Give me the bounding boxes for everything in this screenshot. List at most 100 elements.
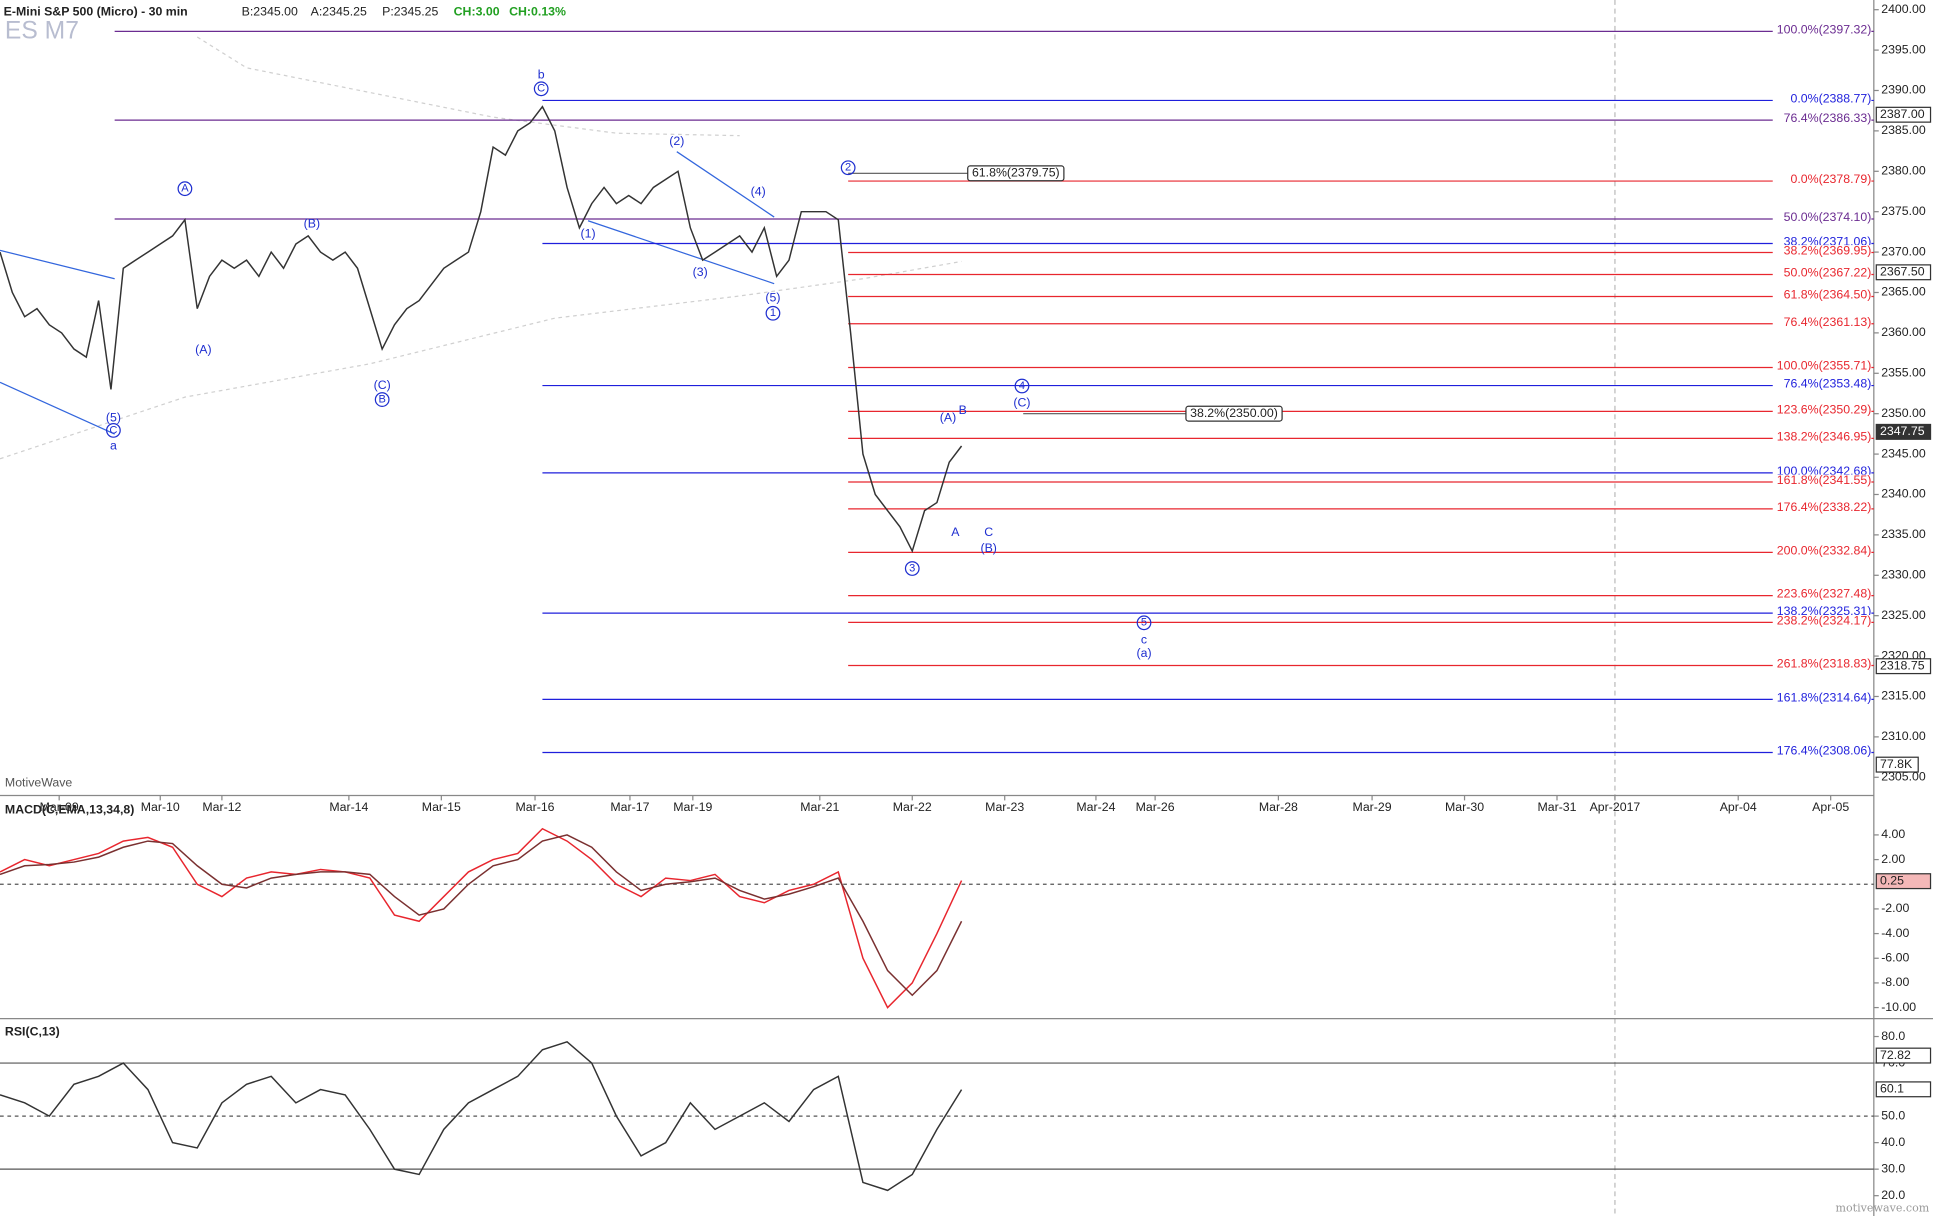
watermark: motivewave.com (1836, 1202, 1930, 1215)
y-tick-label: 2345.00 (1881, 446, 1926, 460)
ask: A:2345.25 (311, 5, 367, 19)
price-marker-label: 72.82 (1880, 1048, 1911, 1062)
y-tick-label: 2340.00 (1881, 487, 1926, 501)
fib-label-bg (1772, 245, 1872, 259)
y-tick-label: -2.00 (1881, 901, 1909, 915)
change: CH:3.00 (454, 5, 500, 19)
price-marker (1875, 264, 1932, 281)
fib-label: 161.8%(2341.55) (1777, 473, 1872, 487)
fib-label: 261.8%(2318.83) (1777, 657, 1872, 671)
price-marker-label: 2318.75 (1880, 658, 1925, 672)
moving-average (0, 260, 962, 460)
fib-label-bg (1772, 173, 1872, 188)
fib-label-bg (1772, 360, 1872, 374)
fib-label-bg (1772, 544, 1872, 559)
wave-label: B (378, 393, 385, 405)
wave-label: 5 (1141, 617, 1147, 629)
x-tick-label: Apr-2017 (1590, 800, 1641, 814)
wave-label: (C) (1013, 396, 1030, 410)
y-tick-label: 20.0 (1881, 1188, 1905, 1202)
wave-label: (B) (304, 217, 320, 231)
panel-title: RSI(C,13) (5, 1024, 60, 1038)
fib-label-bg (1772, 658, 1872, 672)
x-tick-label: Mar-10 (141, 800, 180, 814)
fib-label: 76.4%(2361.13) (1784, 315, 1872, 329)
fib-label: 138.2%(2346.95) (1777, 429, 1872, 443)
fib-label-bg (1772, 378, 1872, 392)
trend-line (0, 249, 115, 280)
y-tick-label: 2395.00 (1881, 42, 1926, 56)
y-tick-label: 2330.00 (1881, 568, 1926, 582)
price-marker (1875, 873, 1932, 890)
y-tick-label: 2.00 (1881, 852, 1905, 866)
wave-circle (1014, 378, 1030, 394)
fib-label-bg (1772, 588, 1872, 602)
wave-label: (A) (195, 342, 211, 356)
fib-label-bg (1772, 211, 1872, 226)
y-tick-label: 2400.00 (1881, 2, 1926, 16)
x-tick-label: Mar-24 (1076, 800, 1115, 814)
price-marker (1875, 1081, 1932, 1098)
wave-circle (106, 423, 121, 438)
x-tick-label: Mar-17 (610, 800, 649, 814)
fib-label-bg (1772, 745, 1872, 759)
x-tick-label: Mar-09 (40, 800, 79, 814)
wave-label: C (109, 424, 117, 436)
fib-label: 0.0%(2378.79) (1791, 172, 1872, 186)
trend-line (0, 381, 115, 435)
x-tick-label: Mar-28 (1259, 800, 1298, 814)
x-tick-label: Mar-31 (1537, 800, 1576, 814)
y-tick-label: 2380.00 (1881, 164, 1926, 178)
series-line (0, 105, 963, 554)
y-tick-label: -10.00 (1881, 1000, 1916, 1014)
last-price: P:2345.25 (382, 5, 438, 19)
y-tick-label: 2315.00 (1881, 689, 1926, 703)
fib-label: 200.0%(2332.84) (1777, 543, 1872, 557)
fib-label: 100.0%(2355.71) (1777, 359, 1872, 373)
wave-label: 1 (770, 307, 776, 319)
y-tick-label: -8.00 (1881, 975, 1909, 989)
wave-label: 2 (845, 162, 851, 174)
y-tick-label: 40.0 (1881, 1135, 1905, 1149)
price-marker-label: 2387.00 (1880, 107, 1925, 121)
volume-box (1875, 756, 1919, 773)
fib-label: 76.4%(2386.33) (1784, 111, 1872, 125)
fib-label: 138.2%(2325.31) (1777, 604, 1872, 618)
fib-label-bg (1772, 430, 1872, 445)
x-tick-label: Apr-04 (1720, 800, 1757, 814)
wave-circle (765, 305, 781, 321)
volume-label: 77.8K (1880, 757, 1913, 771)
fib-label-bg (1772, 267, 1872, 281)
target-label: 38.2%(2350.00) (1190, 406, 1278, 420)
y-tick-label: 4.00 (1881, 827, 1905, 841)
target-label: 61.8%(2379.75) (972, 166, 1060, 180)
fib-label-bg (1772, 501, 1872, 516)
price-marker (1875, 106, 1932, 123)
fib-label: 176.4%(2338.22) (1777, 500, 1872, 514)
wave-label: C (984, 525, 993, 539)
wave-label: c (1141, 632, 1147, 646)
wave-circle (904, 561, 920, 576)
wave-label: A (951, 525, 960, 539)
fib-label: 76.4%(2353.48) (1784, 377, 1872, 391)
fib-label-bg (1772, 474, 1872, 489)
fib-label-bg (1772, 403, 1872, 418)
trend-line (676, 151, 775, 218)
wave-circle (533, 81, 549, 97)
y-tick-label: 2370.00 (1881, 244, 1926, 258)
price-marker-label: 2347.75 (1880, 424, 1925, 438)
y-tick-label: 2355.00 (1881, 366, 1926, 380)
price-marker-label: 2367.50 (1880, 265, 1925, 279)
y-tick-label: -6.00 (1881, 950, 1909, 964)
wave-circle (177, 181, 193, 197)
wave-label: (5) (765, 291, 780, 305)
y-tick-label: 80.0 (1881, 1029, 1905, 1043)
x-tick-label: Mar-16 (515, 800, 554, 814)
fib-label: 61.8%(2364.50) (1784, 288, 1872, 302)
panel-title: MACD(C,EMA,13,34,8) (5, 803, 134, 817)
y-tick-label: 2390.00 (1881, 83, 1926, 97)
wave-label: b (538, 67, 545, 81)
